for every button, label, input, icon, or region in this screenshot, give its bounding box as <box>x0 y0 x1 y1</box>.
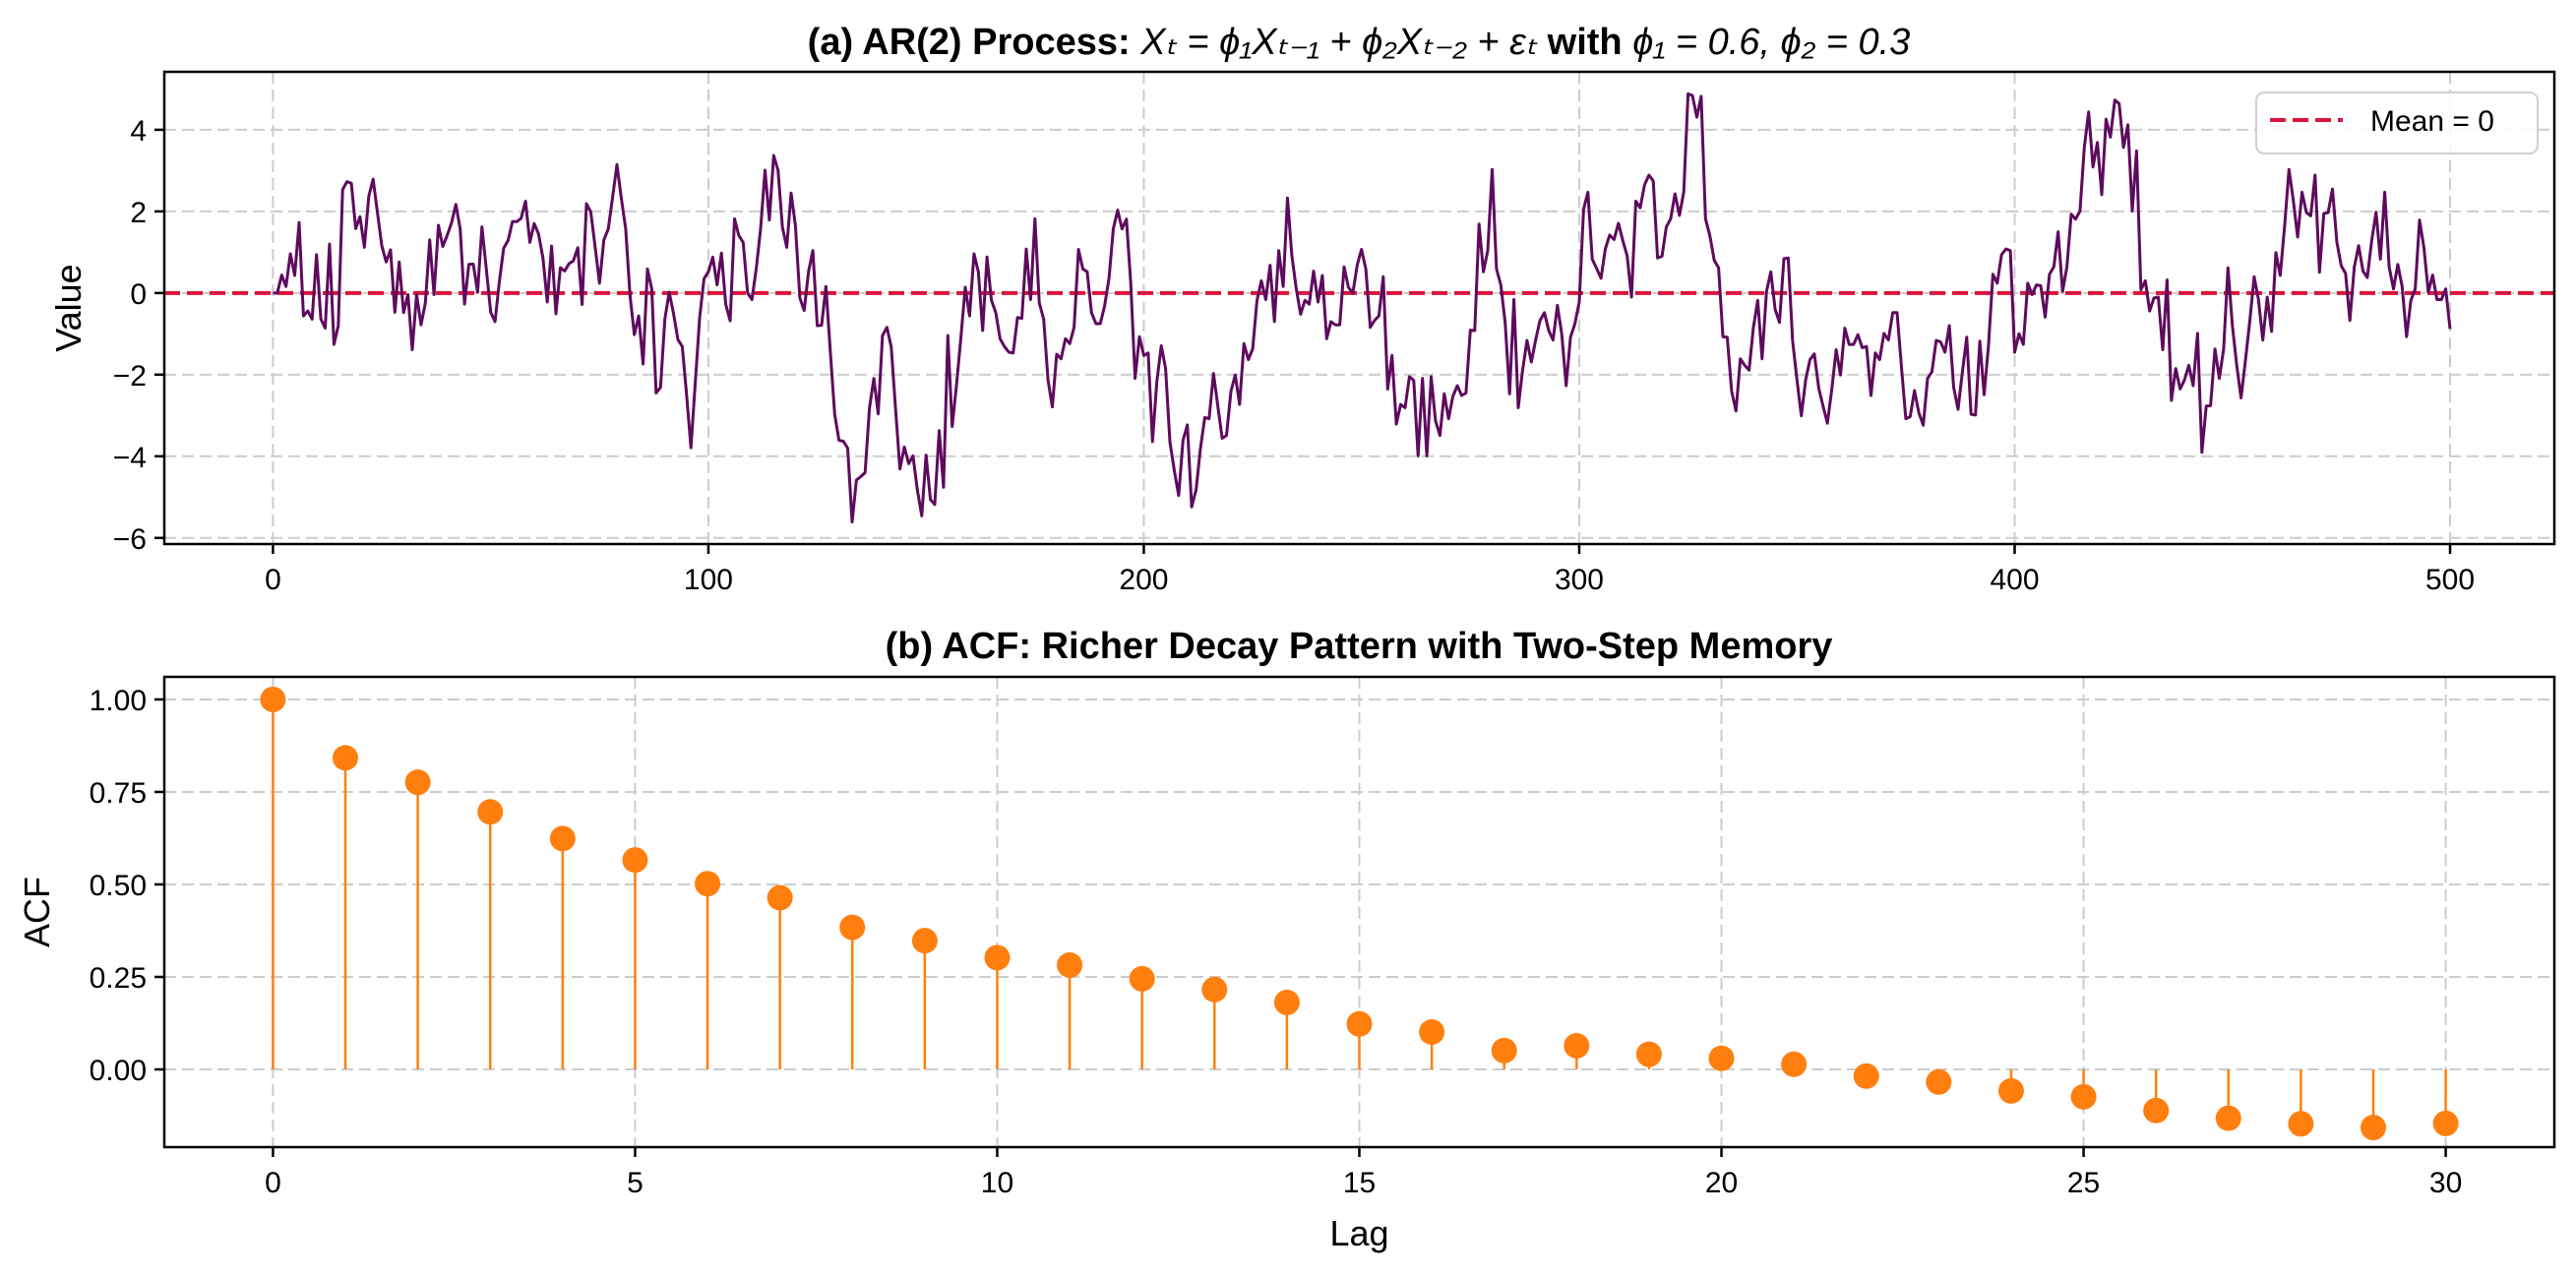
bottom-y-tick-label: 0.50 <box>90 870 147 902</box>
top-grid <box>164 72 2554 544</box>
acf-marker <box>2432 1110 2459 1136</box>
acf-marker <box>1635 1041 1662 1067</box>
bottom-x-axis: 0 5 10 15 20 25 30 <box>265 1147 2462 1199</box>
bottom-x-tick-label: 10 <box>981 1167 1013 1199</box>
top-y-axis-label: Value <box>48 264 89 351</box>
bottom-x-tick-label: 20 <box>1705 1167 1738 1199</box>
top-y-tick-label: −2 <box>113 360 147 393</box>
acf-marker <box>1491 1037 1517 1063</box>
top-panel-title: (a) AR(2) Process: Xₜ = ϕ₁Xₜ₋₁ + ϕ₂Xₜ₋₂ … <box>808 22 1911 63</box>
acf-marker <box>477 799 504 825</box>
bottom-grid <box>164 677 2554 1147</box>
acf-marker <box>1997 1077 2024 1104</box>
bottom-x-tick-label: 5 <box>627 1167 644 1199</box>
acf-marker <box>2360 1115 2386 1141</box>
acf-marker <box>333 745 359 771</box>
top-y-tick-label: 2 <box>130 197 147 229</box>
bottom-y-axis: 0.00 0.25 0.50 0.75 1.00 <box>90 685 164 1087</box>
acf-marker <box>2215 1105 2241 1131</box>
top-x-tick-label: 0 <box>265 564 281 596</box>
legend-label: Mean = 0 <box>2370 105 2494 138</box>
acf-marker <box>2288 1111 2314 1137</box>
acf-marker <box>260 686 286 712</box>
title-prefix: (a) AR(2) Process: <box>808 22 1141 63</box>
bottom-y-tick-label: 0.75 <box>90 777 147 810</box>
acf-marker <box>1926 1068 1952 1095</box>
acf-marker <box>1057 951 1083 978</box>
top-x-tick-label: 400 <box>1990 564 2039 596</box>
top-x-tick-label: 300 <box>1555 564 1604 596</box>
ar2-process-panel: (a) AR(2) Process: Xₜ = ϕ₁Xₜ₋₁ + ϕ₂Xₜ₋₂ … <box>48 22 2556 596</box>
top-y-tick-label: 0 <box>130 278 147 311</box>
acf-marker <box>695 871 721 897</box>
acf-marker <box>1853 1063 1879 1089</box>
acf-marker <box>2070 1083 2097 1110</box>
bottom-x-tick-label: 0 <box>265 1167 281 1199</box>
top-y-tick-label: −4 <box>113 442 147 474</box>
ar2-series-line <box>273 91 2452 524</box>
acf-marker <box>549 825 576 852</box>
acf-marker <box>1129 965 1155 992</box>
acf-marker <box>2143 1097 2170 1124</box>
bottom-x-tick-label: 30 <box>2429 1167 2462 1199</box>
acf-marker <box>1419 1019 1445 1046</box>
top-y-tick-label: 4 <box>130 115 147 148</box>
acf-stems-layer <box>260 686 2459 1141</box>
bottom-y-tick-label: 0.25 <box>90 962 147 995</box>
acf-marker <box>767 884 793 911</box>
acf-marker <box>1201 976 1228 1003</box>
top-x-axis: 0 100 200 300 400 500 <box>265 544 2475 596</box>
bottom-y-tick-label: 1.00 <box>90 685 147 717</box>
bottom-y-axis-label: ACF <box>17 877 57 947</box>
acf-panel: (b) ACF: Richer Decay Pattern with Two-S… <box>17 626 2556 1253</box>
top-y-tick-label: −6 <box>113 523 147 556</box>
series-layer <box>273 91 2452 524</box>
top-plot-area-frame <box>162 70 2556 546</box>
acf-marker <box>1273 989 1300 1015</box>
title-middle: with <box>1537 22 1632 63</box>
legend-box <box>2255 91 2539 154</box>
bottom-x-tick-label: 15 <box>1343 1167 1376 1199</box>
top-x-tick-label: 100 <box>684 564 733 596</box>
acf-marker <box>1781 1051 1808 1077</box>
top-x-tick-label: 500 <box>2425 564 2475 596</box>
acf-marker <box>1708 1045 1735 1071</box>
legend: Mean = 0 <box>2255 91 2539 154</box>
acf-marker <box>622 847 648 874</box>
acf-marker <box>1564 1032 1590 1059</box>
top-x-tick-label: 200 <box>1119 564 1168 596</box>
title-params: ϕ₁ = 0.6, ϕ₂ = 0.3 <box>1632 22 1910 63</box>
acf-marker <box>1346 1010 1373 1037</box>
acf-marker <box>911 928 938 954</box>
title-formula: Xₜ = ϕ₁Xₜ₋₁ + ϕ₂Xₜ₋₂ + εₜ <box>1139 22 1538 63</box>
acf-marker <box>839 914 866 941</box>
bottom-panel-title: (b) ACF: Richer Decay Pattern with Two-S… <box>886 626 1833 667</box>
acf-marker <box>984 944 1011 971</box>
bottom-y-tick-label: 0.00 <box>90 1055 147 1087</box>
acf-marker <box>404 769 431 796</box>
bottom-x-axis-label: Lag <box>1329 1213 1388 1253</box>
top-y-axis: −6 −4 −2 0 2 4 <box>113 115 164 556</box>
bottom-x-tick-label: 25 <box>2067 1167 2100 1199</box>
